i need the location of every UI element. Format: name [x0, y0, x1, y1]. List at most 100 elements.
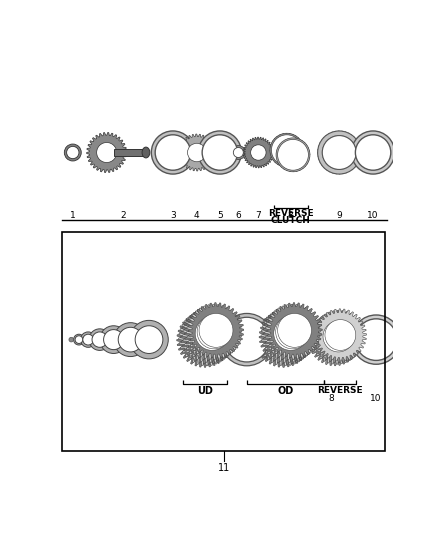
Circle shape	[355, 319, 397, 360]
Text: 6: 6	[236, 211, 241, 220]
Circle shape	[272, 318, 306, 352]
Text: 8: 8	[328, 393, 334, 402]
Polygon shape	[184, 306, 240, 361]
Circle shape	[266, 322, 300, 357]
Ellipse shape	[142, 147, 150, 158]
Polygon shape	[308, 313, 361, 366]
Circle shape	[92, 332, 107, 348]
Text: CLUTCH: CLUTCH	[271, 216, 311, 225]
Polygon shape	[255, 312, 311, 367]
Circle shape	[268, 321, 302, 355]
Polygon shape	[312, 310, 364, 363]
Polygon shape	[179, 310, 234, 366]
Text: 2: 2	[121, 211, 127, 220]
Polygon shape	[263, 306, 318, 361]
Circle shape	[278, 140, 308, 170]
Text: OD: OD	[277, 386, 293, 396]
Text: 4: 4	[194, 211, 200, 220]
Circle shape	[199, 313, 233, 348]
Polygon shape	[276, 138, 310, 172]
Circle shape	[276, 315, 310, 349]
Text: 3: 3	[170, 211, 176, 220]
Circle shape	[130, 320, 168, 359]
Circle shape	[355, 135, 391, 170]
Circle shape	[278, 313, 311, 348]
Circle shape	[187, 322, 221, 357]
Text: 8: 8	[288, 211, 293, 220]
Polygon shape	[180, 309, 236, 364]
Text: REVERSE: REVERSE	[317, 386, 363, 395]
Circle shape	[118, 327, 143, 352]
Polygon shape	[186, 304, 242, 360]
Circle shape	[89, 329, 110, 350]
Bar	[113, 149, 146, 156]
Circle shape	[251, 145, 266, 160]
Text: 10: 10	[367, 211, 379, 220]
Circle shape	[135, 326, 163, 353]
Circle shape	[323, 321, 354, 352]
Circle shape	[318, 131, 361, 174]
Circle shape	[103, 329, 124, 350]
Circle shape	[75, 336, 83, 343]
Polygon shape	[259, 309, 314, 364]
Polygon shape	[257, 310, 313, 366]
Circle shape	[191, 320, 225, 353]
Circle shape	[198, 131, 241, 174]
Circle shape	[113, 322, 148, 357]
Circle shape	[155, 135, 191, 170]
Circle shape	[352, 315, 401, 364]
Circle shape	[83, 334, 94, 345]
Circle shape	[276, 138, 310, 172]
Circle shape	[74, 334, 85, 345]
Circle shape	[272, 135, 302, 166]
Circle shape	[282, 144, 304, 166]
Circle shape	[100, 326, 127, 353]
Circle shape	[221, 313, 273, 366]
Text: 7: 7	[255, 211, 261, 220]
Text: UD: UD	[197, 386, 213, 396]
Polygon shape	[183, 308, 238, 363]
Polygon shape	[265, 304, 320, 360]
Circle shape	[322, 135, 356, 169]
Circle shape	[197, 315, 231, 349]
Bar	[62, 232, 385, 451]
Circle shape	[319, 324, 350, 355]
Circle shape	[97, 142, 117, 163]
Circle shape	[270, 133, 304, 167]
Circle shape	[270, 320, 304, 353]
Polygon shape	[314, 309, 367, 361]
Polygon shape	[188, 303, 244, 358]
Circle shape	[274, 317, 307, 350]
Circle shape	[352, 131, 395, 174]
Polygon shape	[318, 131, 361, 174]
Circle shape	[64, 144, 81, 161]
Circle shape	[231, 146, 245, 159]
Polygon shape	[178, 134, 215, 171]
Circle shape	[202, 135, 237, 170]
Circle shape	[190, 321, 223, 355]
Circle shape	[151, 131, 194, 174]
Circle shape	[322, 135, 356, 169]
Polygon shape	[243, 137, 274, 168]
Circle shape	[193, 318, 227, 352]
Text: REVERSE: REVERSE	[268, 209, 314, 219]
Polygon shape	[267, 303, 322, 358]
Circle shape	[233, 148, 244, 158]
Polygon shape	[177, 312, 232, 367]
Circle shape	[67, 147, 79, 159]
Polygon shape	[270, 133, 304, 167]
Circle shape	[321, 322, 352, 353]
Circle shape	[276, 140, 298, 161]
Circle shape	[224, 317, 269, 362]
Text: 9: 9	[336, 211, 342, 220]
Polygon shape	[261, 308, 317, 363]
Circle shape	[187, 143, 206, 161]
Text: 5: 5	[217, 211, 223, 220]
Text: 1: 1	[70, 211, 76, 220]
Text: 11: 11	[219, 463, 230, 473]
Circle shape	[81, 332, 96, 348]
Circle shape	[69, 337, 74, 342]
Polygon shape	[311, 312, 363, 364]
Polygon shape	[87, 133, 127, 173]
Text: 10: 10	[371, 393, 382, 402]
